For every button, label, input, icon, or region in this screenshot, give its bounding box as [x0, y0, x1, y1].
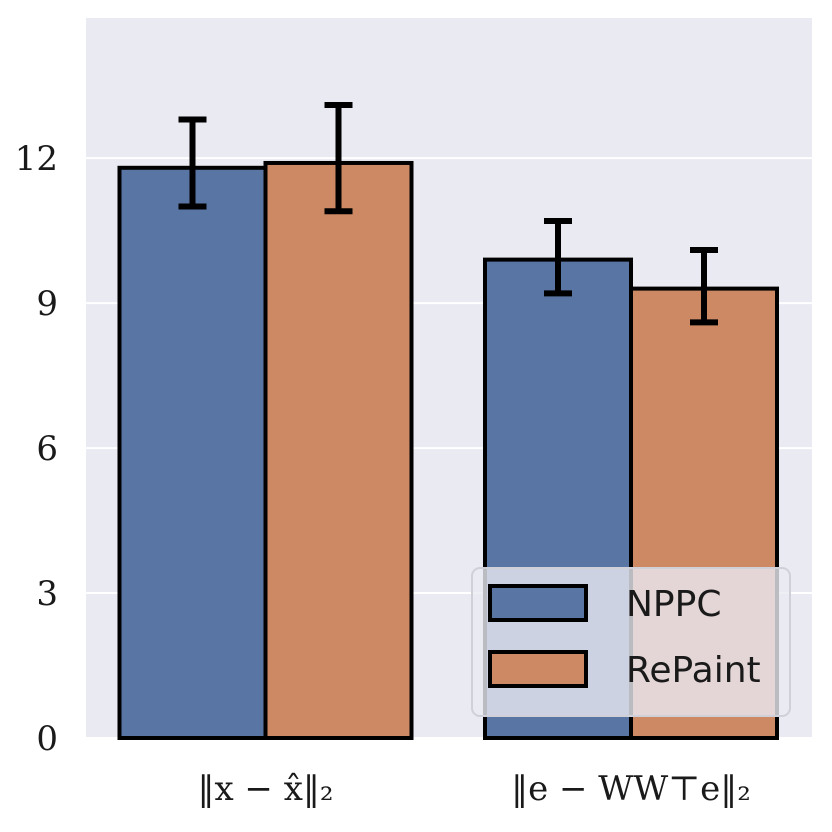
x-tick-label: ‖e − WW⊤e‖₂	[511, 769, 751, 809]
legend-swatch-nppc	[488, 584, 588, 622]
y-tick-label: 0	[36, 719, 58, 759]
legend: NPPC RePaint	[471, 567, 791, 717]
legend-label-repaint: RePaint	[626, 650, 761, 691]
x-tick-label: ‖x − x̂‖₂	[197, 769, 333, 809]
legend-swatch-repaint	[488, 650, 588, 688]
error-bars	[178, 101, 718, 326]
legend-label-nppc: NPPC	[626, 584, 721, 625]
y-axis-ticks: 0 3 6 9 12	[15, 139, 58, 759]
y-tick-label: 3	[36, 574, 58, 614]
y-tick-label: 12	[15, 139, 58, 179]
x-axis-ticks: ‖x − x̂‖₂ ‖e − WW⊤e‖₂	[197, 769, 750, 809]
y-tick-label: 9	[36, 284, 58, 324]
bar-nppc	[117, 165, 268, 741]
y-tick-label: 6	[36, 429, 58, 469]
bar-repaint	[263, 160, 414, 741]
